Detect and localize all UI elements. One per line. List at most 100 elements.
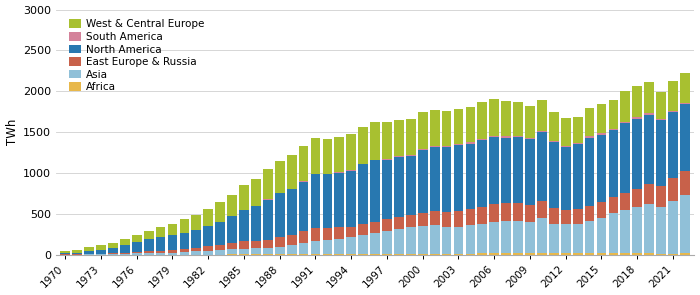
Bar [179,252,189,255]
Bar [513,136,523,137]
Bar [668,112,678,178]
Bar [561,118,570,146]
Bar [144,239,153,251]
Bar [299,182,309,231]
Bar [358,164,368,224]
Bar [96,254,106,255]
Bar [430,212,440,225]
Bar [144,251,153,253]
Bar [501,203,511,221]
Bar [537,132,547,201]
Bar [430,225,440,254]
Bar [632,119,642,189]
Bar [358,254,368,255]
Bar [668,178,678,201]
Bar [382,231,392,254]
Bar [418,149,428,150]
Bar [394,120,404,156]
Bar [680,196,689,253]
Bar [418,226,428,254]
Bar [501,221,511,253]
Bar [155,253,165,255]
Bar [287,254,297,255]
Bar [596,104,606,133]
Bar [418,150,428,213]
Bar [311,138,321,174]
Bar [549,208,559,224]
Bar [466,107,475,142]
Bar [477,102,487,139]
Bar [323,139,332,174]
Bar [680,73,689,102]
Bar [442,227,452,254]
Bar [501,136,511,138]
Bar [489,99,499,136]
Bar [60,251,70,253]
Bar [406,119,416,155]
Bar [108,254,118,255]
Bar [454,227,463,254]
Legend: West & Central Europe, South America, North America, East Europe & Russia, Asia,: West & Central Europe, South America, No… [67,17,206,94]
Bar [632,86,642,117]
Bar [632,189,642,207]
Bar [680,253,689,255]
Bar [525,222,535,253]
Bar [608,100,618,129]
Bar [191,248,201,251]
Bar [275,194,285,237]
Bar [335,239,344,254]
Bar [358,127,368,164]
Bar [525,253,535,255]
Bar [287,235,297,245]
Bar [608,253,618,255]
Bar [466,142,475,144]
Bar [167,253,177,255]
Bar [323,254,332,255]
Bar [466,209,475,225]
Bar [120,254,130,255]
Bar [275,160,285,193]
Bar [155,237,165,251]
Bar [179,219,189,233]
Bar [382,219,392,231]
Bar [656,120,666,186]
Bar [442,212,452,227]
Bar [204,246,213,251]
Bar [346,237,356,254]
Bar [537,253,547,255]
Bar [525,138,535,139]
Bar [335,254,344,255]
Bar [596,253,606,255]
Bar [144,230,153,239]
Bar [656,186,666,207]
Bar [394,229,404,254]
Bar [179,249,189,252]
Bar [620,210,630,253]
Bar [323,174,332,227]
Bar [263,254,273,255]
Bar [596,217,606,253]
Bar [287,245,297,254]
Bar [239,241,249,249]
Bar [394,156,404,157]
Bar [299,146,309,181]
Bar [430,110,440,145]
Bar [251,206,261,241]
Bar [477,224,487,253]
Bar [204,227,213,246]
Bar [644,204,654,253]
Bar [132,253,141,255]
Bar [537,218,547,253]
Bar [620,91,630,122]
Bar [680,102,689,104]
Bar [394,254,404,255]
Bar [489,137,499,204]
Bar [120,253,130,254]
Bar [537,100,547,131]
Bar [489,253,499,255]
Bar [644,114,654,184]
Bar [96,250,106,254]
Bar [275,237,285,247]
Bar [72,250,82,253]
Bar [608,197,618,214]
